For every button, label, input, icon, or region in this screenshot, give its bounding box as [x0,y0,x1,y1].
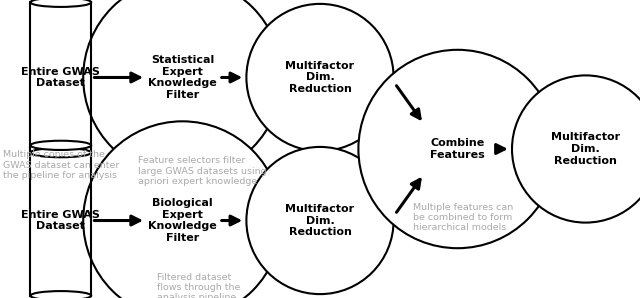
Ellipse shape [358,50,557,248]
Ellipse shape [31,291,91,298]
Text: Statistical
Expert
Knowledge
Filter: Statistical Expert Knowledge Filter [148,55,217,100]
Text: Combine
Features: Combine Features [430,138,485,160]
Text: Feature selectors filter
large GWAS datasets using
apriori expert knowledge: Feature selectors filter large GWAS data… [138,156,266,186]
Ellipse shape [246,147,394,294]
Ellipse shape [83,121,282,298]
Text: Entire GWAS
Dataset: Entire GWAS Dataset [21,67,100,88]
Text: Multifactor
Dim.
Reduction: Multifactor Dim. Reduction [551,132,620,166]
Text: Multiple copies of the
GWAS dataset can enter
the pipeline for analysis: Multiple copies of the GWAS dataset can … [3,150,120,180]
Ellipse shape [31,141,91,150]
Ellipse shape [246,4,394,151]
Text: Multifactor
Dim.
Reduction: Multifactor Dim. Reduction [285,204,355,237]
Ellipse shape [31,148,91,157]
Text: Biological
Expert
Knowledge
Filter: Biological Expert Knowledge Filter [148,198,217,243]
Bar [31,145,92,296]
Text: Multiple features can
be combined to form
hierarchical models: Multiple features can be combined to for… [413,203,513,232]
Bar [31,2,92,153]
Ellipse shape [83,0,282,177]
Text: Entire GWAS
Dataset: Entire GWAS Dataset [21,210,100,231]
Text: Filtered dataset
flows through the
analysis pipeline: Filtered dataset flows through the analy… [157,273,240,298]
Ellipse shape [31,0,91,7]
Ellipse shape [512,75,640,223]
Text: Multifactor
Dim.
Reduction: Multifactor Dim. Reduction [285,61,355,94]
